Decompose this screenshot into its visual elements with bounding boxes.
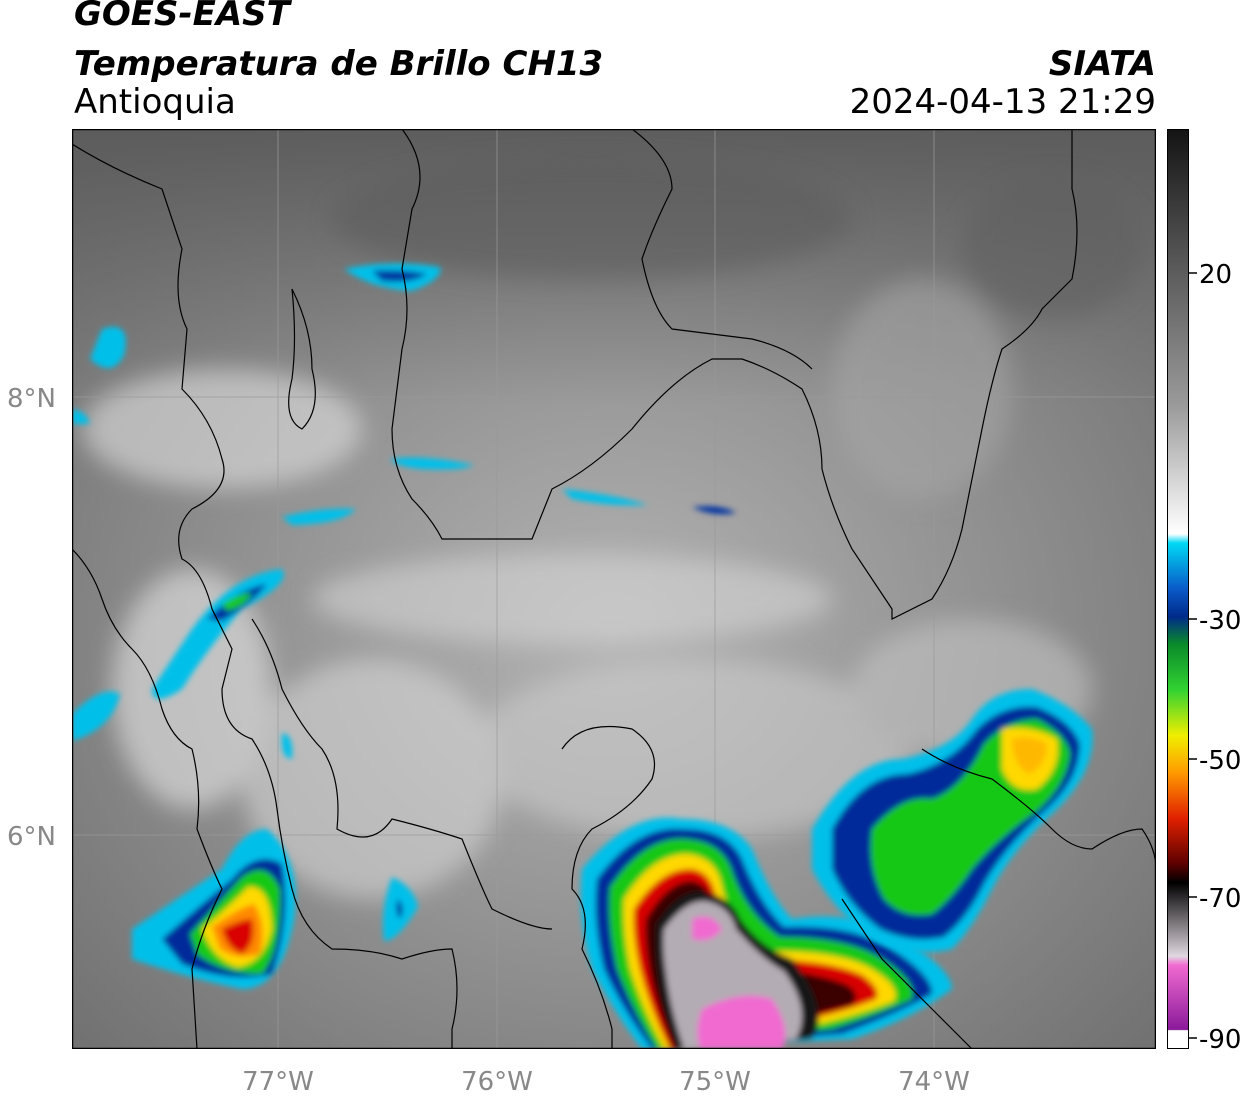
- region-label: Antioquia: [74, 82, 236, 122]
- lat-label-6n: 6°N: [7, 822, 56, 852]
- lon-label-74w: 74°W: [898, 1067, 970, 1097]
- lon-label-75w: 75°W: [679, 1067, 751, 1097]
- border-lines: [72, 129, 1156, 1049]
- cbar-tick-20: 20: [1199, 260, 1232, 290]
- cold-cloud-west: [152, 569, 284, 699]
- chart-title: GOES-EAST: [74, 0, 290, 34]
- colorbar: [1167, 129, 1189, 1049]
- storm-southwest: [132, 829, 296, 989]
- cbar-tick-minus90: -90: [1199, 1025, 1241, 1049]
- lon-label-76w: 76°W: [461, 1067, 533, 1097]
- datetime-label: 2024-04-13 21:29: [849, 82, 1156, 122]
- satellite-map: [72, 129, 1156, 1049]
- lat-label-8n: 8°N: [7, 384, 56, 414]
- cloud-texture: [82, 159, 1142, 899]
- cbar-tick-minus50: -50: [1199, 746, 1241, 776]
- storm-south-central: [580, 817, 952, 1049]
- chart-subtitle: Temperatura de Brillo CH13: [74, 44, 604, 84]
- cbar-tick-minus70: -70: [1199, 884, 1241, 914]
- cbar-tick-minus30: -30: [1199, 606, 1241, 636]
- organization-label: SIATA: [1048, 44, 1156, 84]
- cold-cloud-small: [72, 263, 736, 941]
- storm-east: [812, 689, 1093, 953]
- colorbar-ticks: 20 -30 -50 -70 -90: [1189, 260, 1241, 1049]
- lon-label-77w: 77°W: [242, 1067, 314, 1097]
